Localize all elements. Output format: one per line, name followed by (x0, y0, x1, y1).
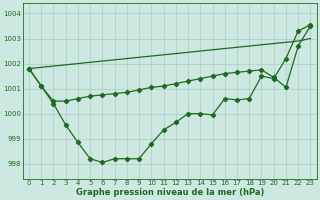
X-axis label: Graphe pression niveau de la mer (hPa): Graphe pression niveau de la mer (hPa) (76, 188, 264, 197)
